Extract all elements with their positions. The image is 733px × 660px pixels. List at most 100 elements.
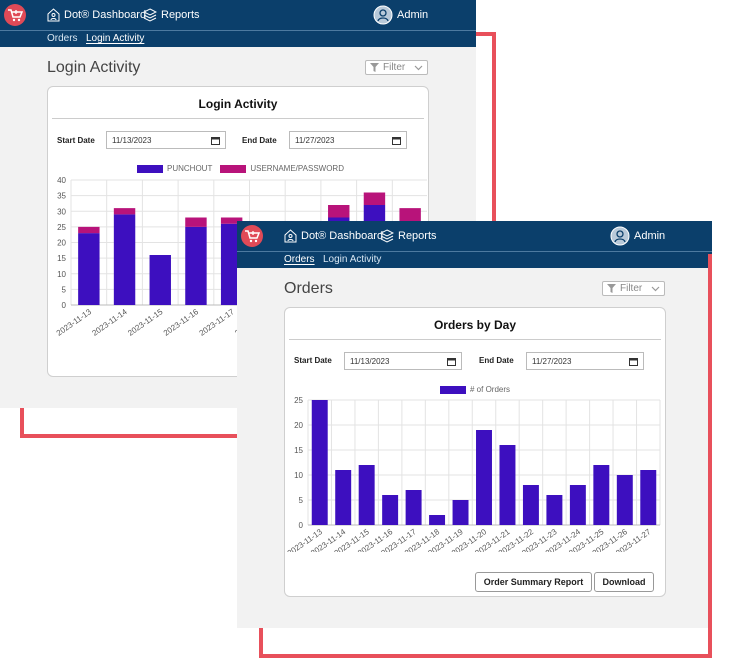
chevron-down-icon — [414, 65, 423, 70]
layers-icon — [143, 8, 157, 22]
bar--of-orders — [546, 495, 563, 525]
bar--of-orders — [640, 470, 657, 525]
sub-nav-bar: Orders Login Activity — [237, 251, 712, 268]
bar-punchout — [185, 226, 207, 305]
x-tick-label: 2023-11-13 — [55, 307, 94, 338]
bar--of-orders — [405, 490, 422, 525]
bar-username-password — [399, 208, 421, 224]
bar-username-password — [78, 226, 100, 234]
card-divider — [52, 118, 424, 119]
end-date-input[interactable]: 11/27/2023 — [526, 352, 644, 370]
user-avatar-icon — [373, 5, 393, 25]
chevron-down-icon — [651, 286, 660, 291]
bar-username-password — [113, 208, 136, 215]
end-date-value: 11/27/2023 — [532, 356, 572, 366]
home-person-icon — [284, 229, 297, 243]
cart-logo[interactable] — [241, 225, 263, 247]
top-nav-bar: Dot® Dashboard Reports Admin — [237, 221, 712, 251]
bar--of-orders — [311, 400, 328, 525]
subnav-login-activity[interactable]: Login Activity — [323, 254, 382, 265]
cart-icon — [245, 230, 260, 243]
start-date-input[interactable]: 11/13/2023 — [344, 352, 462, 370]
user-avatar-icon — [610, 226, 630, 246]
y-tick-label: 40 — [57, 176, 66, 185]
cart-logo[interactable] — [4, 4, 26, 26]
bar-username-password — [328, 205, 350, 218]
card-title: Orders by Day — [433, 318, 517, 332]
x-tick-label: 2023-11-16 — [162, 307, 201, 338]
nav-dashboard-label: Dot® Dashboard — [301, 230, 384, 242]
calendar-icon — [447, 357, 456, 366]
bar--of-orders — [593, 465, 610, 525]
legend-swatch-punchout — [137, 164, 163, 173]
y-tick-label: 0 — [299, 521, 304, 530]
orders-screen: Dot® Dashboard Reports Admin Orders Logi… — [237, 221, 712, 628]
nav-admin-label: Admin — [634, 230, 666, 242]
y-tick-label: 5 — [299, 496, 304, 505]
layers-icon — [380, 229, 394, 243]
calendar-icon — [392, 136, 401, 145]
nav-admin-label: Admin — [397, 9, 429, 21]
nav-dot-dashboard[interactable]: Dot® Dashboard — [284, 229, 383, 243]
download-button[interactable]: Download — [594, 572, 654, 592]
nav-admin[interactable]: Admin — [610, 226, 665, 246]
filter-label: Filter — [620, 283, 643, 294]
bar-username-password — [185, 217, 207, 227]
y-tick-label: 0 — [62, 301, 67, 310]
y-tick-label: 35 — [57, 192, 66, 201]
chart-legend: # of Orders — [440, 385, 510, 394]
start-date-input[interactable]: 11/13/2023 — [106, 131, 226, 149]
front-red-frame-top — [708, 254, 712, 256]
bar--of-orders — [499, 445, 516, 525]
x-tick-label: 2023-11-15 — [126, 307, 165, 338]
orders-by-day-card: Orders by Day Start Date 11/13/2023 End … — [284, 307, 666, 597]
y-tick-label: 15 — [57, 254, 66, 263]
legend-label-orders: # of Orders — [470, 385, 511, 394]
filter-icon — [370, 63, 379, 72]
chart-legend: PUNCHOUT USERNAME/PASSWORD — [137, 164, 344, 173]
end-date-value: 11/27/2023 — [295, 135, 335, 145]
nav-admin[interactable]: Admin — [373, 5, 428, 25]
filter-label: Filter — [383, 62, 406, 73]
y-tick-label: 25 — [294, 396, 303, 405]
filter-button[interactable]: Filter — [602, 281, 665, 296]
bar--of-orders — [335, 470, 352, 525]
filter-button[interactable]: Filter — [365, 60, 428, 75]
end-date-input[interactable]: 11/27/2023 — [289, 131, 407, 149]
y-tick-label: 30 — [57, 207, 66, 216]
bar--of-orders — [476, 430, 492, 525]
y-tick-label: 10 — [294, 471, 303, 480]
start-date-value: 11/13/2023 — [112, 135, 152, 145]
orders-by-day-chart: 05101520252023-11-132023-11-142023-11-15… — [286, 396, 661, 552]
x-tick-label: 2023-11-14 — [91, 307, 130, 338]
bar-punchout — [78, 233, 100, 305]
legend-label-punchout: PUNCHOUT — [167, 164, 213, 173]
bar--of-orders — [358, 465, 375, 525]
y-tick-label: 10 — [57, 270, 66, 279]
legend-swatch-username-password — [220, 164, 247, 173]
y-tick-label: 25 — [57, 223, 66, 232]
bar--of-orders — [452, 500, 469, 525]
subnav-orders[interactable]: Orders — [284, 254, 315, 265]
start-date-label: Start Date — [57, 136, 95, 145]
y-tick-label: 20 — [57, 239, 66, 248]
bar--of-orders — [569, 485, 586, 525]
filter-icon — [607, 284, 616, 293]
page-title: Orders — [284, 280, 333, 297]
front-red-frame-bottom — [259, 654, 712, 658]
top-nav-bar: Dot® Dashboard Reports Admin — [0, 0, 476, 30]
page-title: Login Activity — [47, 59, 141, 76]
bar--of-orders — [429, 515, 446, 525]
order-summary-report-button[interactable]: Order Summary Report — [475, 572, 592, 592]
subnav-orders[interactable]: Orders — [47, 33, 78, 44]
end-date-label: End Date — [242, 136, 277, 145]
start-date-value: 11/13/2023 — [350, 356, 390, 366]
front-red-frame-left — [259, 628, 263, 658]
subnav-login-activity[interactable]: Login Activity — [86, 33, 145, 44]
nav-dot-dashboard[interactable]: Dot® Dashboard — [47, 8, 146, 22]
legend-label-username-password: USERNAME/PASSWORD — [250, 164, 344, 173]
nav-reports[interactable]: Reports — [143, 8, 200, 22]
calendar-icon — [211, 136, 220, 145]
cart-icon — [8, 9, 23, 22]
nav-reports[interactable]: Reports — [380, 229, 437, 243]
